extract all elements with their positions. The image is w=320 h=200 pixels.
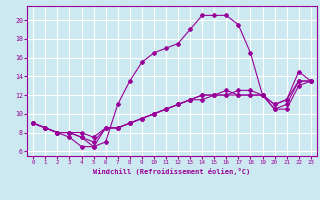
X-axis label: Windchill (Refroidissement éolien,°C): Windchill (Refroidissement éolien,°C) bbox=[93, 168, 251, 175]
